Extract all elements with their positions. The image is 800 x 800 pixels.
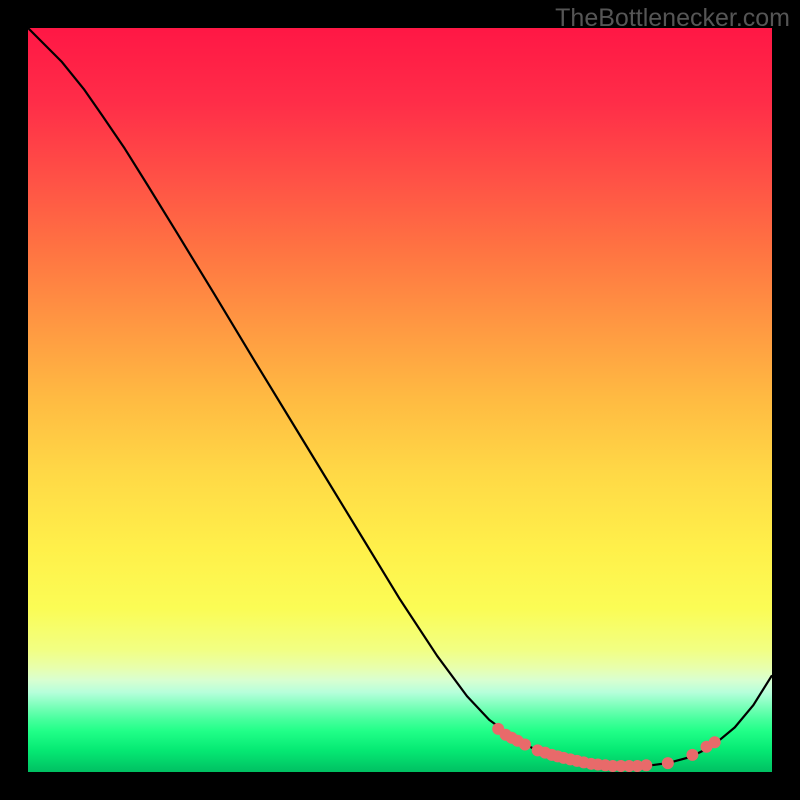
chart-frame: TheBottlenecker.com [0,0,800,800]
marker-dot [709,736,721,748]
marker-dot [640,759,652,771]
watermark-text: TheBottlenecker.com [555,4,790,33]
chart-background [28,28,772,772]
marker-dot [519,738,531,750]
marker-dot [662,757,674,769]
marker-dot [686,749,698,761]
bottleneck-curve-chart [28,28,772,772]
